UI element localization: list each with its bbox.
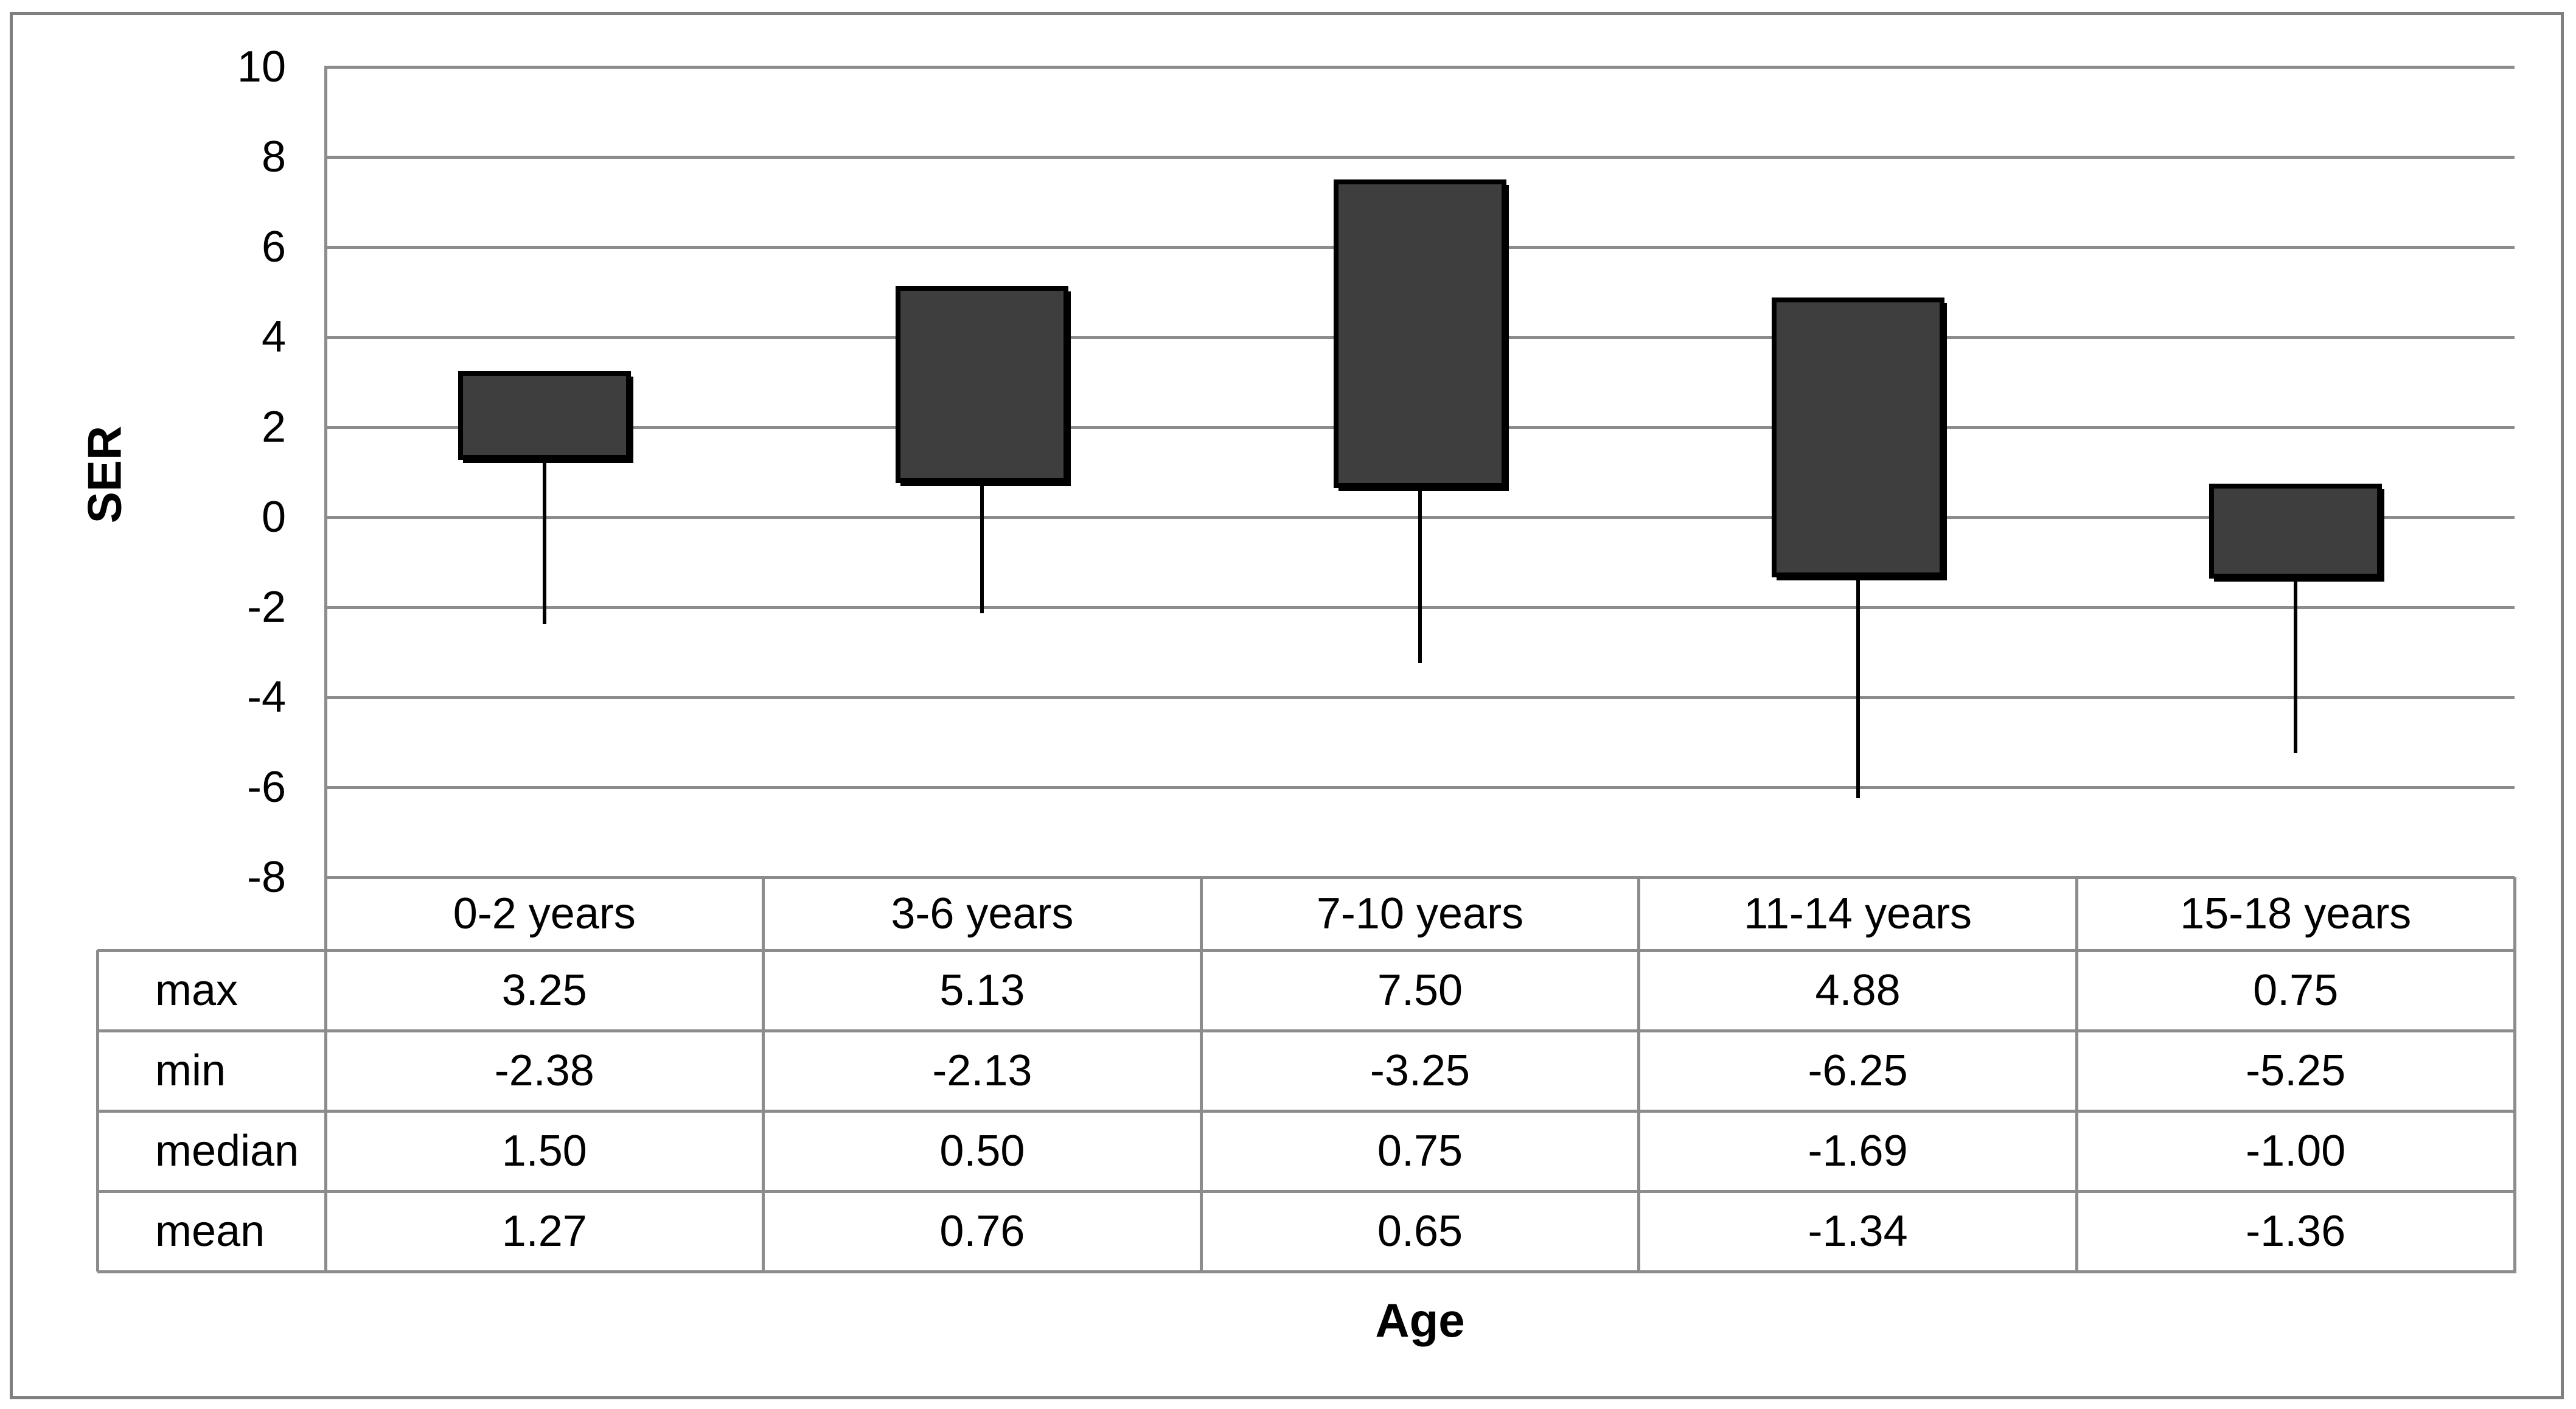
table-line bbox=[2513, 877, 2516, 1272]
box bbox=[1771, 297, 1944, 578]
table-cell: -1.00 bbox=[2246, 1127, 2346, 1175]
table-line bbox=[1199, 877, 1203, 1272]
whisker bbox=[2294, 578, 2298, 754]
y-axis-line bbox=[324, 65, 327, 879]
gridline bbox=[325, 155, 2515, 159]
table-cell: -1.34 bbox=[1808, 1207, 1908, 1256]
table-cell: 0.50 bbox=[939, 1127, 1025, 1175]
y-tick-label: -8 bbox=[246, 853, 286, 902]
whisker bbox=[980, 482, 984, 613]
table-line bbox=[324, 877, 327, 1272]
table-cell: 1.50 bbox=[501, 1127, 587, 1175]
table-line bbox=[762, 877, 765, 1272]
box bbox=[1334, 179, 1506, 488]
table-header-cell: 3-6 years bbox=[891, 889, 1074, 938]
gridline bbox=[325, 695, 2515, 699]
table-row-label: min bbox=[155, 1046, 226, 1095]
y-tick-label: 2 bbox=[261, 403, 286, 451]
y-tick-label: 10 bbox=[237, 43, 286, 91]
table-cell: 5.13 bbox=[939, 966, 1025, 1015]
table-cell: 1.27 bbox=[501, 1207, 587, 1256]
table-cell: -2.38 bbox=[494, 1046, 594, 1095]
table-line bbox=[1637, 877, 1641, 1272]
table-cell: 0.75 bbox=[2253, 966, 2339, 1015]
table-line bbox=[97, 1109, 2516, 1113]
table-cell: 0.76 bbox=[939, 1207, 1025, 1256]
y-tick-label: -6 bbox=[246, 763, 286, 812]
table-cell: 0.65 bbox=[1377, 1207, 1463, 1256]
table-row-label: mean bbox=[155, 1207, 265, 1256]
table-line bbox=[2075, 877, 2078, 1272]
y-tick-label: 6 bbox=[261, 223, 286, 271]
whisker bbox=[1856, 577, 1860, 799]
table-cell: -6.25 bbox=[1808, 1046, 1908, 1095]
table-line bbox=[97, 1270, 2516, 1273]
gridline bbox=[325, 875, 2515, 879]
table-line bbox=[96, 950, 99, 1272]
figure-border bbox=[10, 12, 2564, 1399]
y-tick-label: 4 bbox=[261, 313, 286, 361]
table-cell: -3.25 bbox=[1370, 1046, 1471, 1095]
y-tick-label: -2 bbox=[246, 583, 286, 631]
box bbox=[458, 371, 631, 461]
table-cell: 4.88 bbox=[1815, 966, 1901, 1015]
y-tick-label: -4 bbox=[246, 673, 286, 722]
table-cell: 3.25 bbox=[501, 966, 587, 1015]
table-line bbox=[97, 1029, 2516, 1032]
table-row-label: median bbox=[155, 1127, 299, 1175]
y-tick-label: 0 bbox=[261, 493, 286, 541]
x-axis-title: Age bbox=[1375, 1293, 1465, 1347]
box bbox=[2209, 483, 2383, 579]
table-cell: -1.36 bbox=[2246, 1207, 2346, 1256]
whisker bbox=[1418, 487, 1422, 664]
table-header-cell: 0-2 years bbox=[453, 889, 636, 938]
table-line bbox=[97, 1189, 2516, 1193]
table-cell: 7.50 bbox=[1377, 966, 1463, 1015]
table-cell: 0.75 bbox=[1377, 1127, 1463, 1175]
table-header-cell: 15-18 years bbox=[2180, 889, 2412, 938]
table-row-label: max bbox=[155, 966, 238, 1015]
table-cell: -2.13 bbox=[932, 1046, 1032, 1095]
table-line bbox=[97, 948, 2516, 952]
whisker bbox=[542, 460, 546, 625]
gridline bbox=[325, 65, 2515, 69]
gridline bbox=[325, 785, 2515, 789]
y-tick-label: 8 bbox=[261, 133, 286, 181]
table-header-cell: 11-14 years bbox=[1744, 889, 1972, 938]
table-header-cell: 7-10 years bbox=[1316, 889, 1524, 938]
table-cell: -1.69 bbox=[1808, 1127, 1908, 1175]
table-cell: -5.25 bbox=[2246, 1046, 2346, 1095]
box bbox=[896, 286, 1069, 483]
